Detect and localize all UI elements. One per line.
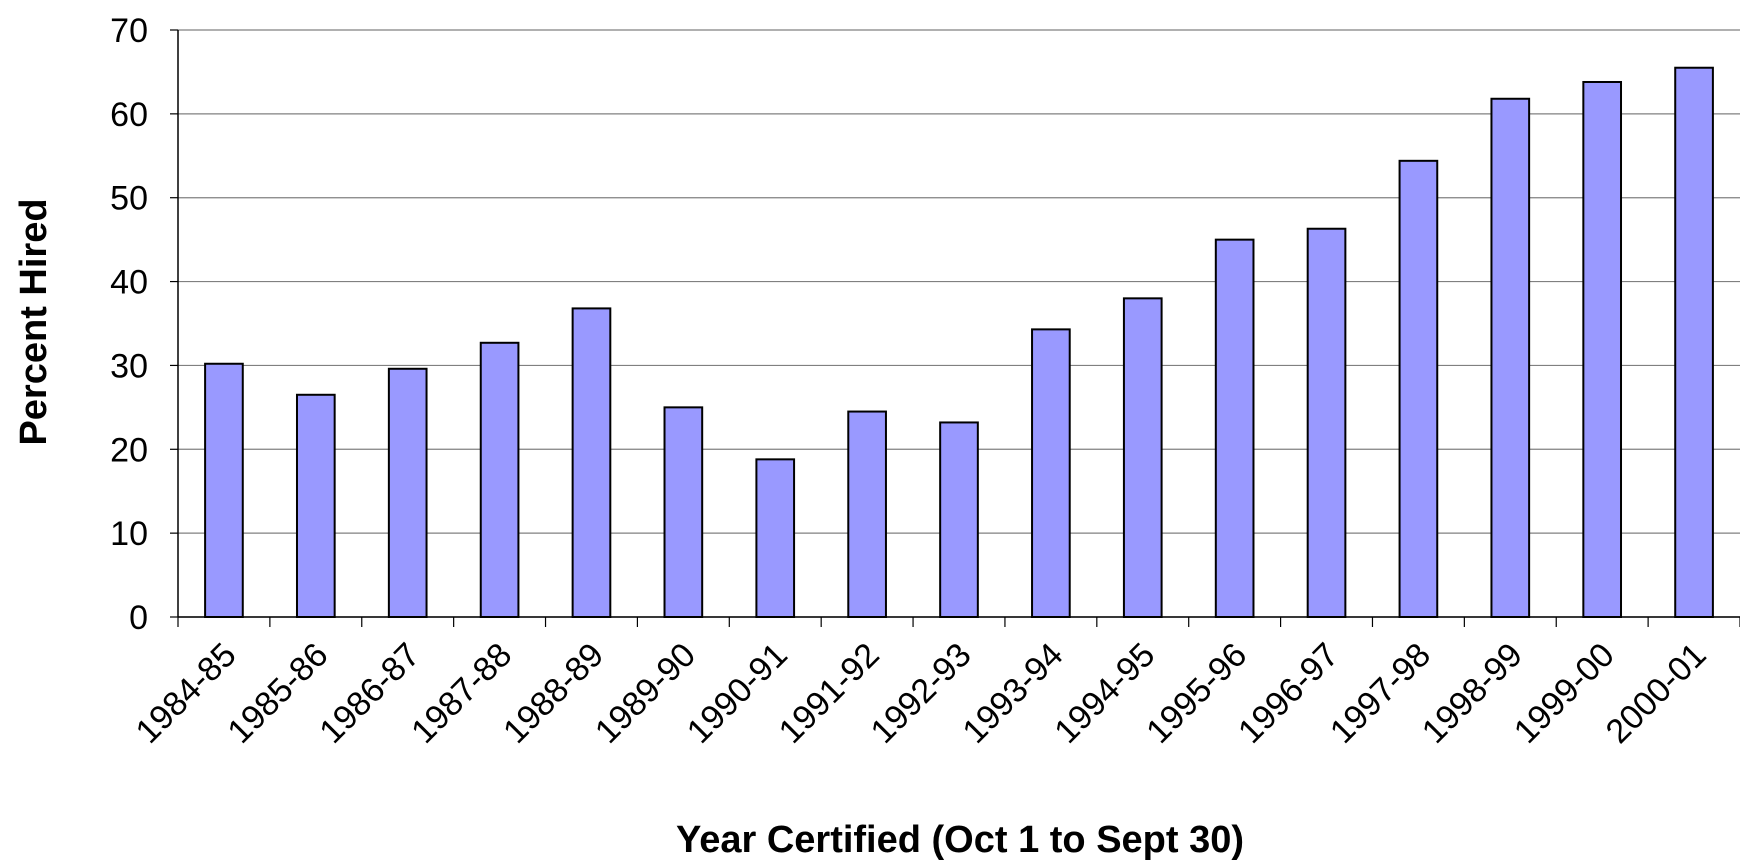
y-tick-label: 60 bbox=[110, 96, 148, 134]
bar bbox=[755, 458, 796, 618]
x-tick-label: 1989-90 bbox=[588, 636, 703, 751]
bar bbox=[571, 307, 612, 618]
bar bbox=[1306, 227, 1347, 618]
y-tick-label: 0 bbox=[129, 599, 148, 637]
x-axis-title: Year Certified (Oct 1 to Sept 30) bbox=[676, 819, 1244, 861]
x-tick-label: 1995-96 bbox=[1139, 636, 1254, 751]
y-axis-title: Percent Hired bbox=[13, 198, 55, 445]
x-tick-label: 1990-91 bbox=[680, 636, 795, 751]
bar bbox=[295, 393, 336, 618]
x-tick-label: 1998-99 bbox=[1415, 636, 1530, 751]
x-tick-label: 1992-93 bbox=[864, 636, 979, 751]
x-tick-label: 1985-86 bbox=[220, 636, 335, 751]
bar bbox=[847, 410, 887, 618]
x-tick-label: 1984-85 bbox=[128, 636, 243, 751]
x-tick-label: 1991-92 bbox=[772, 636, 887, 751]
bar bbox=[1582, 80, 1623, 618]
bar bbox=[663, 406, 704, 618]
y-tick-label: 50 bbox=[110, 180, 148, 218]
x-tick-label: 1997-98 bbox=[1323, 636, 1438, 751]
y-tick-label: 40 bbox=[110, 264, 148, 302]
bar bbox=[1490, 97, 1531, 618]
y-tick-label: 30 bbox=[110, 347, 148, 385]
bar bbox=[479, 341, 520, 618]
bar bbox=[1031, 328, 1071, 618]
x-tick-label: 1986-87 bbox=[312, 636, 427, 751]
bar bbox=[1674, 66, 1714, 618]
bar bbox=[939, 421, 979, 618]
x-tick-label: 1996-97 bbox=[1231, 636, 1346, 751]
x-tick-label: 1999-00 bbox=[1507, 636, 1622, 751]
x-tick-label: 1987-88 bbox=[404, 636, 519, 751]
y-tick-label: 70 bbox=[110, 12, 148, 50]
y-tick-label: 20 bbox=[110, 431, 148, 469]
x-tick-label: 1988-89 bbox=[496, 636, 611, 751]
x-tick-label: 2000-01 bbox=[1599, 636, 1714, 751]
bar bbox=[1122, 297, 1163, 618]
bar bbox=[387, 367, 428, 619]
bar bbox=[1214, 238, 1255, 618]
bar bbox=[204, 362, 244, 618]
y-tick-label: 10 bbox=[110, 515, 148, 553]
x-tick-label: 1994-95 bbox=[1047, 636, 1162, 751]
x-tick-label: 1993-94 bbox=[955, 636, 1070, 751]
bar bbox=[1398, 159, 1439, 618]
